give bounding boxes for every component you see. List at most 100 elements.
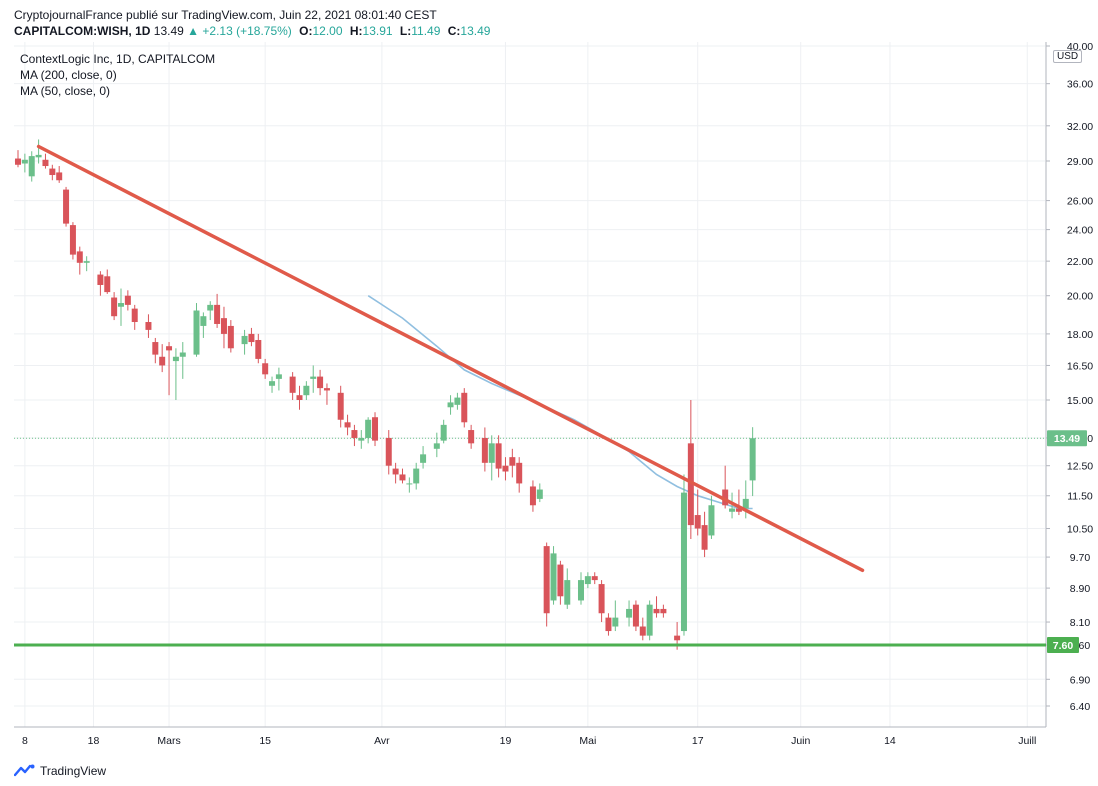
legend-ma200[interactable]: MA (200, close, 0) [20,68,117,82]
candle-body[interactable] [289,376,296,393]
candle-body[interactable] [694,515,701,529]
candle-body[interactable] [722,489,729,506]
legend-ma50[interactable]: MA (50, close, 0) [20,84,111,98]
candle-body[interactable] [220,318,227,334]
candle-body[interactable] [392,468,399,475]
candle-body[interactable] [626,608,633,618]
candle-body[interactable] [454,397,461,405]
candle-body[interactable] [577,580,584,601]
candle-body[interactable] [516,462,523,484]
legend-symbol[interactable]: ContextLogic Inc, 1D, CAPITALCOM [20,52,216,66]
candle-body[interactable] [440,424,447,441]
candle-body[interactable] [358,437,365,441]
candle-body[interactable] [152,342,159,355]
candle-body[interactable] [742,498,749,509]
candle-body[interactable] [310,376,317,379]
candle-body[interactable] [83,261,90,263]
candle-body[interactable] [214,304,221,324]
candle-body[interactable] [159,356,166,366]
candle-body[interactable] [111,297,118,317]
candle-body[interactable] [584,576,591,585]
candle-body[interactable] [749,438,756,481]
candle-body[interactable] [687,443,694,526]
candle-body[interactable] [76,251,83,263]
candle-body[interactable] [674,635,681,641]
candle-body[interactable] [543,546,550,614]
candle-body[interactable] [385,437,392,466]
candle-body[interactable] [49,168,56,176]
candle-body[interactable] [406,483,413,485]
candle-body[interactable] [735,508,742,512]
candle-body[interactable] [241,335,248,345]
candle-body[interactable] [365,419,372,438]
candle-body[interactable] [207,304,214,311]
candle-body[interactable] [557,564,564,597]
candle-body[interactable] [69,225,76,255]
candle-body[interactable] [399,474,406,481]
candle-body[interactable] [591,576,598,581]
candle-body[interactable] [28,156,35,177]
candle-body[interactable] [461,392,468,423]
candle-body[interactable] [468,430,475,444]
candle-body[interactable] [509,457,516,466]
candle-body[interactable] [420,454,427,463]
candle-body[interactable] [708,505,715,536]
candle-body[interactable] [15,158,21,165]
candle-body[interactable] [193,310,200,355]
candle-body[interactable] [605,617,612,632]
candle-body[interactable] [372,417,379,441]
candle-body[interactable] [488,443,495,463]
candle-body[interactable] [248,333,255,343]
candle-body[interactable] [564,580,571,605]
candle-body[interactable] [104,276,111,293]
candle-body[interactable] [529,486,536,506]
candle-body[interactable] [660,608,667,614]
candle-body[interactable] [63,189,70,224]
candle-body[interactable] [323,388,330,391]
candle-body[interactable] [481,437,488,463]
candle-body[interactable] [179,352,186,357]
candle-body[interactable] [97,274,104,285]
candle-body[interactable] [317,376,324,389]
tradingview-logo[interactable]: TradingView [14,764,106,778]
candle-body[interactable] [255,339,262,359]
candle-body[interactable] [729,508,736,512]
candle-body[interactable] [21,159,28,164]
candle-body[interactable] [124,295,131,305]
candle-body[interactable] [413,468,420,484]
candle-body[interactable] [227,325,234,349]
candle-body[interactable] [296,395,303,400]
candle-body[interactable] [598,584,605,614]
candle-body[interactable] [632,604,639,627]
candle-body[interactable] [303,385,310,396]
candle-body[interactable] [35,154,42,158]
candle-body[interactable] [269,381,276,386]
trendline[interactable] [36,144,865,573]
candle-body[interactable] [550,553,557,601]
candle-body[interactable] [200,316,207,326]
candle-body[interactable] [131,308,138,323]
candle-body[interactable] [536,489,543,499]
candle-body[interactable] [680,492,687,632]
candle-body[interactable] [166,346,173,351]
candle-body[interactable] [117,303,124,307]
candle-body[interactable] [646,604,653,636]
candle-body[interactable] [447,402,454,408]
candle-body[interactable] [56,172,63,181]
candle-body[interactable] [42,159,49,167]
candle-body[interactable] [262,363,269,375]
candle-body[interactable] [502,465,509,472]
candle-body[interactable] [639,626,646,636]
candle-body[interactable] [701,525,708,550]
candle-body[interactable] [433,443,440,449]
candle-body[interactable] [653,608,660,614]
candle-body[interactable] [337,392,344,420]
candle-body[interactable] [612,617,619,627]
candle-body[interactable] [275,374,282,379]
candle-body[interactable] [145,322,152,330]
candle-body[interactable] [495,443,502,469]
candle-body[interactable] [344,422,351,428]
candle-body[interactable] [351,430,358,438]
candle-body[interactable] [172,356,179,362]
